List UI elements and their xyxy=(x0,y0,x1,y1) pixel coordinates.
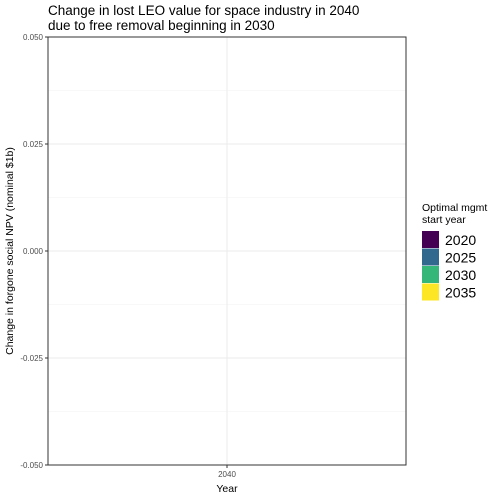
legend-label: 2020 xyxy=(445,232,476,248)
legend-label: 2035 xyxy=(445,285,476,301)
y-tick-label: 0.000 xyxy=(23,247,44,256)
legend-swatch xyxy=(422,266,439,283)
plot-panel xyxy=(47,36,407,466)
x-tick-label: 2040 xyxy=(218,470,236,479)
legend-title-line-1: Optimal mgmt xyxy=(422,202,487,214)
legend-label: 2025 xyxy=(445,250,476,266)
x-axis: 2040 xyxy=(218,465,236,479)
y-tick-label: 0.050 xyxy=(23,33,44,42)
legend-label: 2030 xyxy=(445,267,476,283)
chart-title-line-2: due to free removal beginning in 2030 xyxy=(48,18,275,33)
y-tick-label: -0.025 xyxy=(20,354,43,363)
y-tick-label: 0.025 xyxy=(23,140,44,149)
legend-swatch xyxy=(422,283,439,301)
y-axis: -0.050 -0.025 0.000 0.025 0.050 xyxy=(20,33,48,470)
x-axis-title: Year xyxy=(216,483,238,495)
chart-title-line-1: Change in lost LEO value for space indus… xyxy=(48,3,359,18)
legend-swatch xyxy=(422,248,439,266)
legend-title-line-2: start year xyxy=(422,214,466,226)
y-axis-title: Change in forgone social NPV (nominal $1… xyxy=(4,147,16,355)
y-tick-label: -0.050 xyxy=(20,461,43,470)
legend-swatch xyxy=(422,231,439,248)
